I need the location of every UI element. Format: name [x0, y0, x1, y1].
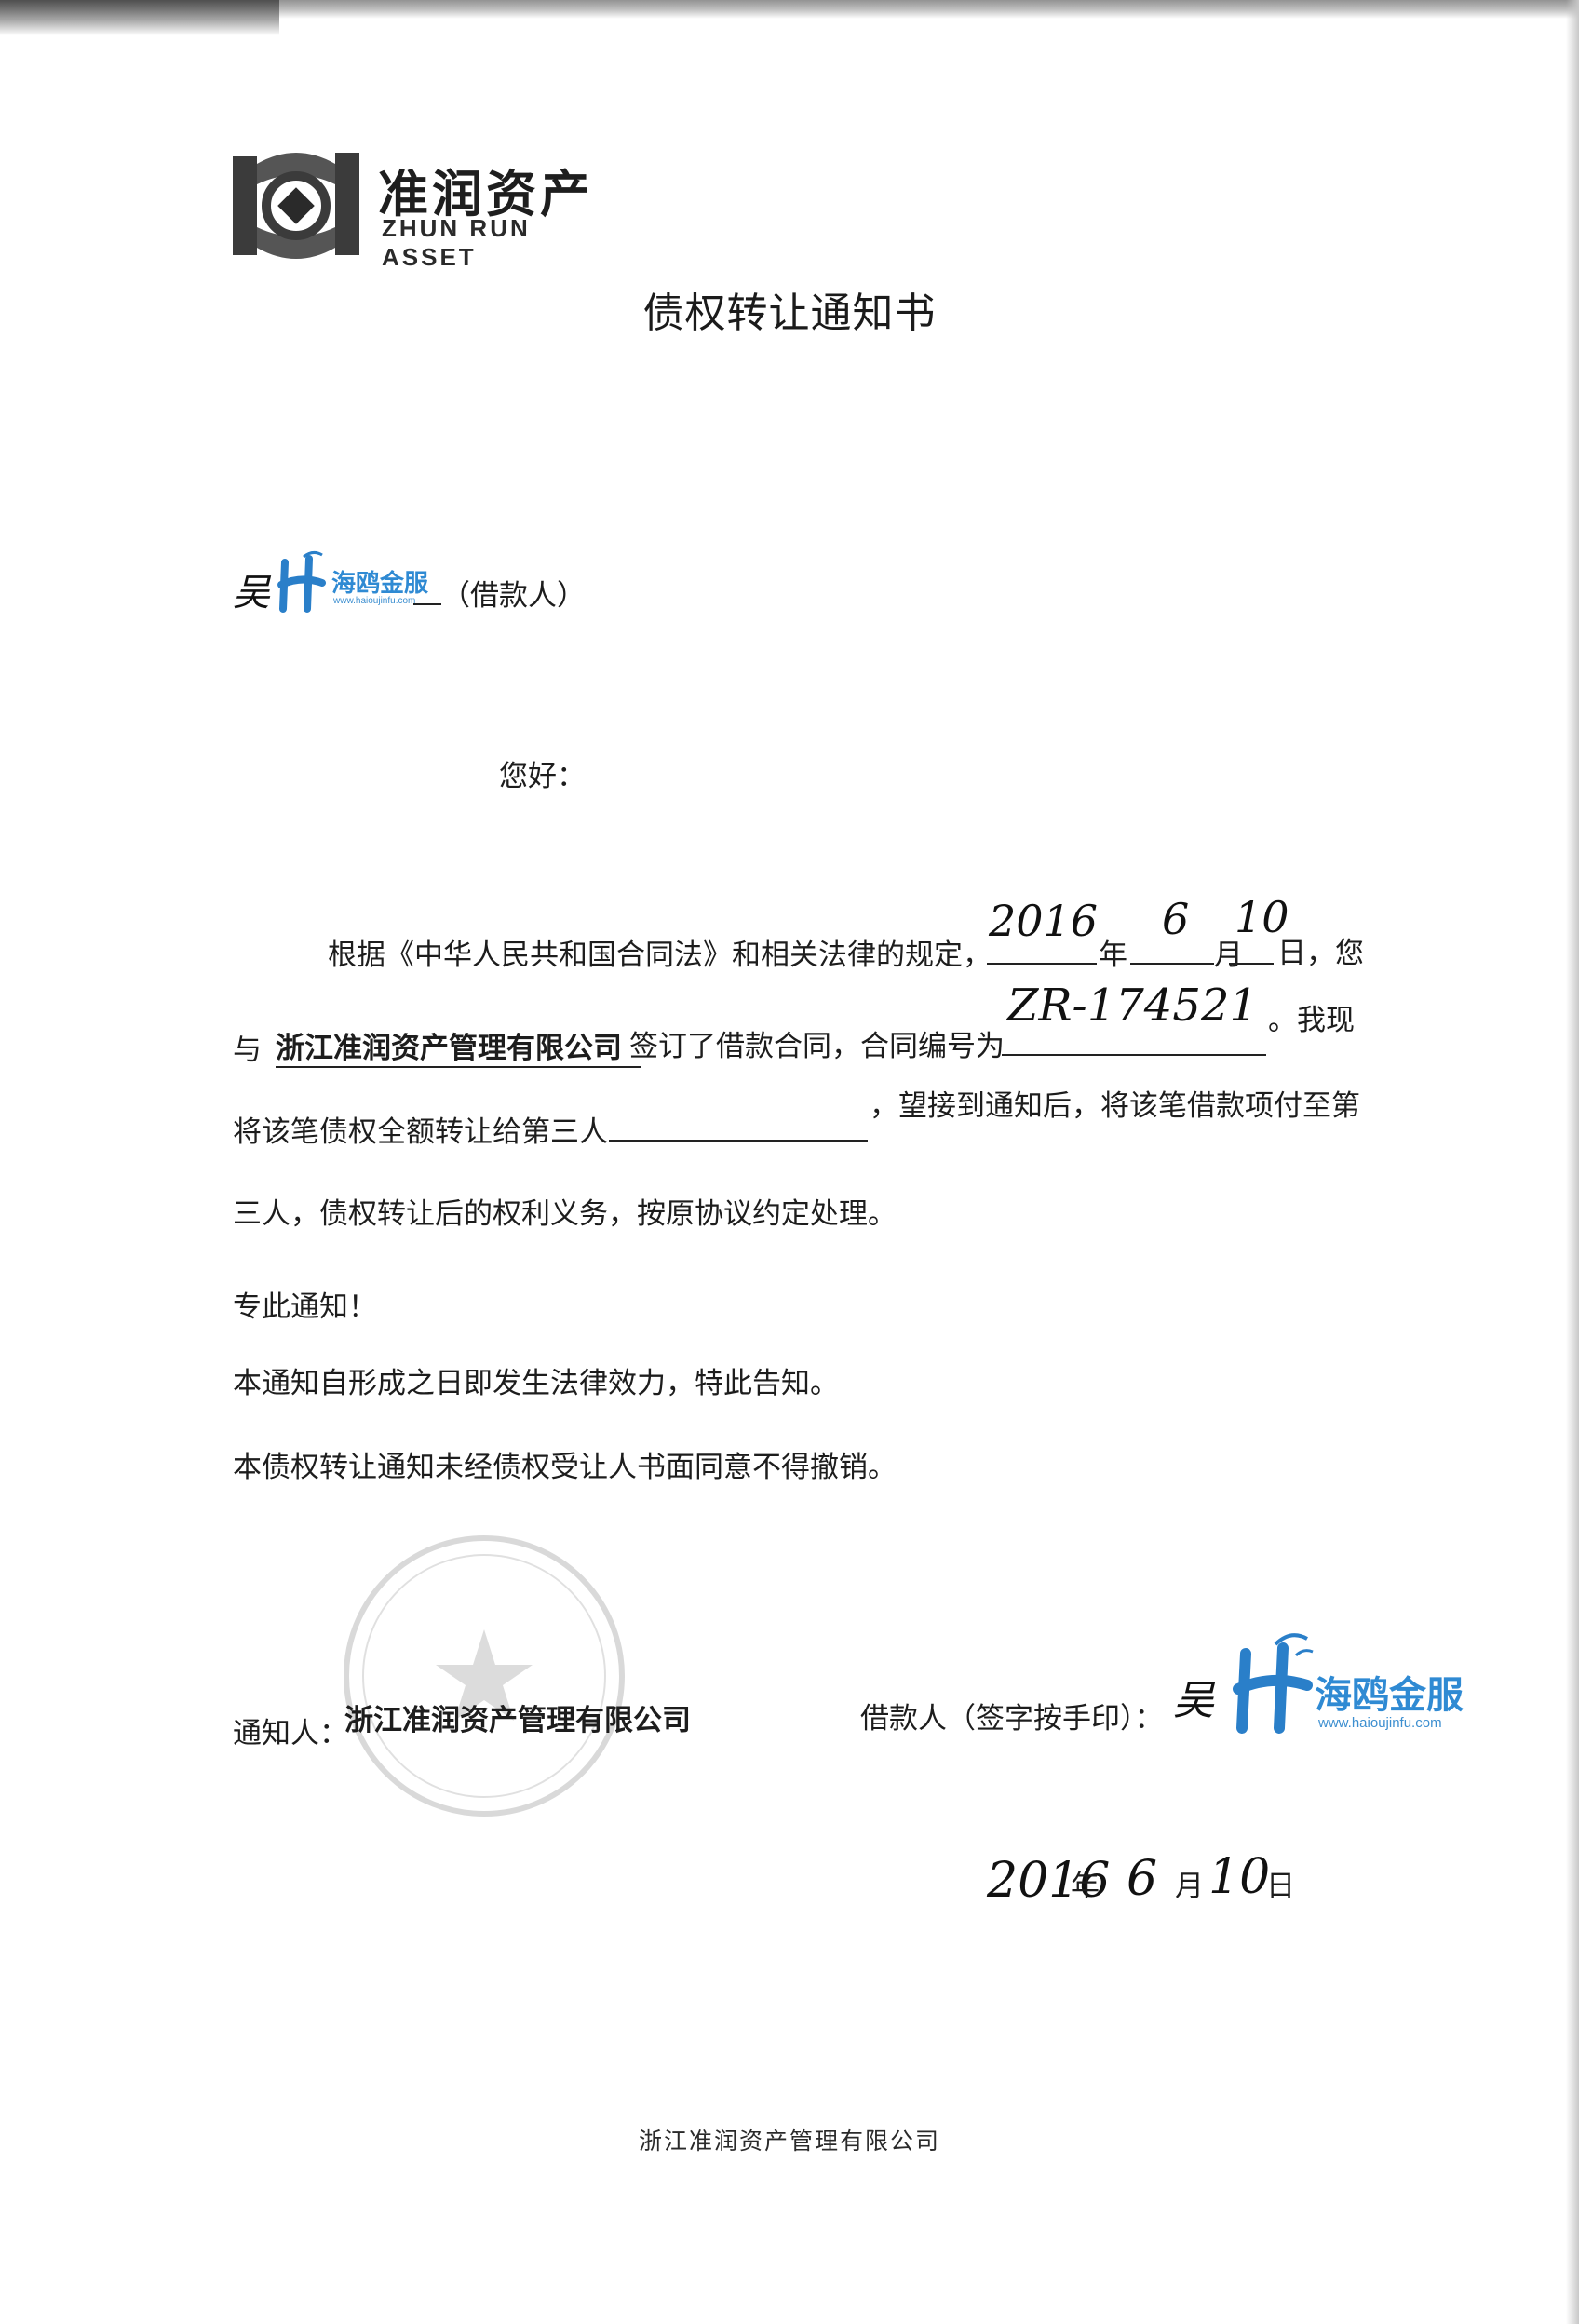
scan-shadow-top: [0, 0, 1579, 19]
sign-date-day-label: 日: [1266, 1870, 1295, 1903]
addressee-underline: [413, 603, 441, 605]
brand-name: 海鸥金服: [331, 570, 429, 598]
body-line-2-mid: 签订了借款合同，合同编号为: [629, 1030, 1005, 1063]
scan-shadow-right: [1566, 0, 1579, 2324]
date-year-blank: [987, 929, 1097, 972]
sign-date-day: 10: [1208, 1849, 1271, 1905]
notice-line-2: 本通知自形成之日即发生法律效力，特此告知。: [233, 1367, 839, 1400]
lender-company: 浙江准润资产管理有限公司: [276, 1024, 641, 1068]
haiou-logo-icon: [1233, 1633, 1314, 1734]
sign-date-year-label: 年: [1071, 1870, 1100, 1903]
borrower-brand-stamp: 海鸥金服 www.haioujinfu.com: [1229, 1628, 1464, 1749]
borrower-sign-label: 借款人（签字按手印）：: [860, 1702, 1164, 1736]
scan-shadow-corner: [0, 0, 279, 35]
addressee-role-text: （借款人）: [441, 579, 586, 613]
notice-line-1: 专此通知！: [233, 1290, 377, 1324]
zhunrun-logo-icon: [233, 153, 359, 259]
haiou-logo-icon: [277, 550, 326, 613]
body-line-1-prefix: 根据《中华人民共和国合同法》和相关法律的规定，: [328, 939, 992, 972]
logo-english-name: ZHUN RUN ASSET: [382, 214, 531, 271]
date-year-label: 年: [1099, 939, 1127, 972]
addressee-role: （借款人）: [413, 572, 586, 614]
body-line-2-suffix: 。我现: [1268, 1004, 1355, 1037]
sign-date-month: 6: [1127, 1851, 1158, 1907]
document-title: 债权转让通知书: [642, 290, 937, 337]
logo-chinese-name: 准润资产: [378, 165, 594, 223]
sign-date-month-label: 月: [1175, 1870, 1204, 1903]
brand-name: 海鸥金服: [1315, 1674, 1464, 1717]
body-line-3-suffix: ，望接到通知后，将该笔借款项付至第: [870, 1089, 1360, 1123]
company-logo: 准润资产 ZHUN RUN ASSET: [231, 147, 603, 271]
brand-url: www.haioujinfu.com: [333, 596, 416, 606]
addressee-brand-stamp: 海鸥金服 www.haioujinfu.com: [276, 549, 428, 624]
contract-number-handwritten: ZR-174521: [1007, 980, 1258, 1032]
date-year-handwritten: 2016: [989, 896, 1099, 946]
brand-url: www.haioujinfu.com: [1318, 1715, 1442, 1731]
date-month-handwritten: 6: [1162, 894, 1190, 944]
company-seal-icon: [344, 1535, 625, 1817]
borrower-signature-handwritten: 吴: [1173, 1677, 1214, 1724]
footer-company: 浙江准润资产管理有限公司: [638, 2128, 940, 2155]
date-month-blank: [1130, 929, 1214, 972]
body-line-4: 三人，债权转让后的权利义务，按原协议约定处理。: [233, 1197, 897, 1231]
contract-no-blank: [1002, 1020, 1266, 1063]
body-line-3-prefix: 将该笔债权全额转让给第三人: [233, 1115, 608, 1149]
date-day-handwritten: 10: [1235, 892, 1289, 942]
notice-line-3: 本债权转让通知未经债权受让人书面同意不得撤销。: [233, 1451, 897, 1484]
greeting: 您好：: [499, 760, 586, 793]
notifier-label: 通知人：: [233, 1717, 348, 1750]
sign-date-year: 2016: [987, 1853, 1111, 1909]
body-line-2-prefix: 与: [233, 1034, 262, 1067]
date-day-label: 日，您: [1277, 937, 1364, 970]
notifier-company: 浙江准润资产管理有限公司: [344, 1704, 691, 1737]
addressee-handwritten-name: 吴: [233, 572, 270, 615]
third-party-blank: [609, 1106, 868, 1149]
date-day-blank: [1229, 929, 1274, 972]
date-month-label: 月: [1214, 939, 1243, 972]
